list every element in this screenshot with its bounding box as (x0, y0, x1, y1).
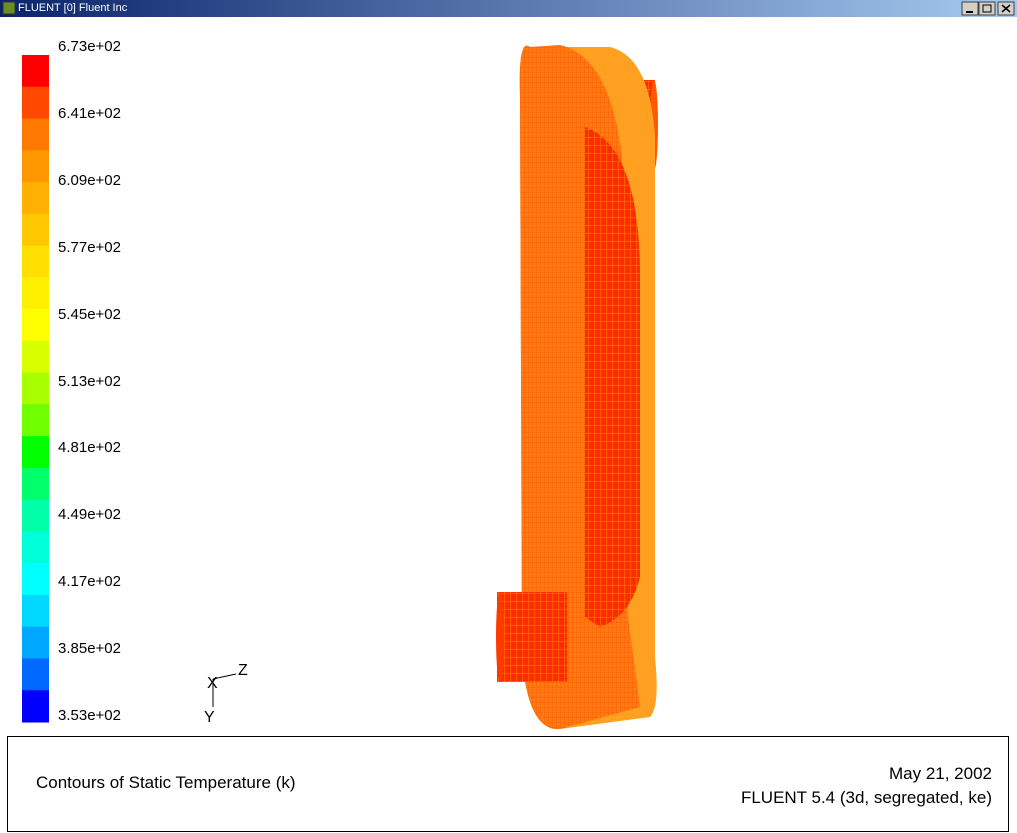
plot-caption: Contours of Static Temperature (k) (36, 773, 296, 793)
z-axis-label: Z (238, 663, 248, 679)
colorbar-label: 5.77e+02 (58, 240, 121, 256)
colorbar-swatch (22, 595, 49, 627)
app-icon (3, 2, 15, 14)
lower-hub (497, 592, 567, 682)
hot-band (585, 127, 640, 627)
title-bar-graphics (0, 0, 1017, 17)
colorbar-label: 4.81e+02 (58, 440, 121, 456)
colorbar-swatch (22, 690, 49, 722)
colorbar-swatch (22, 500, 49, 532)
colorbar-swatch (22, 341, 49, 373)
colorbar-swatch (22, 246, 49, 278)
colorbar (22, 55, 49, 723)
title-bar: FLUENT [0] Fluent Inc (0, 0, 1017, 17)
colorbar-label: 5.45e+02 (58, 307, 121, 323)
colorbar-label: 3.85e+02 (58, 641, 121, 657)
x-axis-label: X (207, 676, 218, 692)
colorbar-swatch (22, 87, 49, 119)
colorbar-label: 3.53e+02 (58, 708, 121, 724)
plot-date: May 21, 2002 (889, 764, 992, 784)
lower-hub-end (496, 592, 504, 682)
colorbar-label: 6.73e+02 (58, 39, 121, 55)
colorbar-swatch (22, 373, 49, 405)
colorbar-swatch (22, 468, 49, 500)
colorbar-label: 6.09e+02 (58, 173, 121, 189)
colorbar-swatch (22, 277, 49, 309)
colorbar-swatch (22, 214, 49, 246)
colorbar-swatch (22, 150, 49, 182)
colorbar-swatch (22, 404, 49, 436)
maximize-button[interactable] (979, 2, 995, 15)
colorbar-swatch (22, 627, 49, 659)
colorbar-swatch (22, 531, 49, 563)
solver-version: FLUENT 5.4 (3d, segregated, ke) (741, 788, 992, 808)
colorbar-label: 5.13e+02 (58, 374, 121, 390)
colorbar-swatch (22, 436, 49, 468)
colorbar-swatch (22, 563, 49, 595)
footer-panel: Contours of Static Temperature (k) May 2… (7, 736, 1009, 832)
colorbar-label: 4.49e+02 (58, 507, 121, 523)
y-axis-label: Y (204, 710, 215, 726)
colorbar-swatch (22, 182, 49, 214)
colorbar-swatch (22, 309, 49, 341)
colorbar-swatch (22, 658, 49, 690)
window-buttons (962, 2, 1014, 15)
model (496, 45, 658, 729)
colorbar-label: 4.17e+02 (58, 574, 121, 590)
colorbar-swatch (22, 55, 49, 87)
colorbar-label: 6.41e+02 (58, 106, 121, 122)
colorbar-swatch (22, 119, 49, 151)
minimize-button[interactable] (962, 2, 978, 15)
graphics-view (0, 17, 1017, 737)
fluent-window: FLUENT [0] Fluent Inc 6.73 (0, 0, 1017, 833)
window-title: FLUENT [0] Fluent Inc (18, 2, 127, 14)
